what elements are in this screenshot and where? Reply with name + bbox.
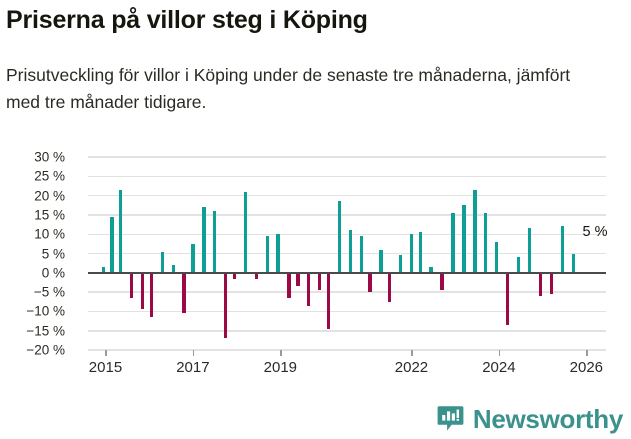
x-axis-tick-label: 2017 bbox=[176, 359, 210, 376]
x-axis-tick-mark bbox=[586, 350, 588, 356]
gridline bbox=[88, 156, 606, 158]
plot-area: 30 % 25 % 20 % 15 % 10 % 5 % 0 % −5 % −10 % −15 %… bbox=[26, 150, 606, 358]
chart-subtitle: Prisutveckling för villor i Köping under… bbox=[6, 65, 571, 112]
bar bbox=[418, 232, 422, 273]
x-axis: 2015 2017 2019 2022 2024 2026 bbox=[88, 350, 606, 390]
bar bbox=[213, 211, 217, 273]
bar bbox=[119, 189, 123, 273]
bar bbox=[140, 272, 145, 310]
x-axis-tick-label: 2024 bbox=[482, 359, 516, 376]
x-axis-tick-mark bbox=[280, 350, 282, 356]
bar bbox=[451, 212, 455, 273]
bar bbox=[337, 201, 342, 273]
bar bbox=[538, 272, 543, 296]
gridline bbox=[88, 349, 606, 351]
bar bbox=[223, 272, 228, 339]
bar bbox=[359, 236, 363, 273]
bar bbox=[495, 241, 499, 273]
bar bbox=[202, 207, 206, 273]
bar bbox=[398, 255, 403, 273]
bar bbox=[149, 272, 154, 318]
bar bbox=[473, 189, 477, 273]
x-axis-tick-mark bbox=[411, 350, 413, 356]
bar bbox=[243, 191, 248, 273]
bar bbox=[429, 267, 433, 273]
brand-name: Newsworthy bbox=[472, 403, 623, 434]
y-axis-tick-label: 5 % bbox=[41, 246, 65, 261]
bar bbox=[254, 272, 258, 279]
bar bbox=[440, 272, 444, 291]
y-axis-tick-label: 20 % bbox=[34, 188, 65, 204]
bar bbox=[368, 272, 372, 293]
x-axis-tick-mark bbox=[498, 350, 501, 356]
bar bbox=[326, 272, 331, 329]
zero-line bbox=[88, 271, 606, 275]
gridline bbox=[88, 214, 606, 216]
x-axis-tick-label: 2015 bbox=[88, 359, 123, 376]
bar bbox=[130, 272, 134, 298]
gridline bbox=[88, 194, 606, 197]
y-axis-tick-label: 25 % bbox=[34, 168, 65, 184]
y-axis-tick-label: 30 % bbox=[34, 149, 65, 165]
bar bbox=[307, 272, 311, 306]
bar bbox=[462, 205, 466, 273]
x-axis-tick-mark bbox=[105, 350, 107, 356]
bar bbox=[317, 272, 322, 291]
bar bbox=[171, 265, 175, 273]
bar bbox=[110, 216, 114, 273]
gridline bbox=[88, 330, 606, 332]
y-axis-tick-label: 0 % bbox=[41, 265, 65, 281]
x-axis-tick-label: 2026 bbox=[569, 359, 604, 376]
y-axis-tick-label: −20 % bbox=[26, 342, 65, 358]
gridline bbox=[88, 233, 606, 235]
bar bbox=[571, 253, 575, 273]
gridline bbox=[88, 291, 606, 293]
bar bbox=[191, 243, 195, 273]
bar bbox=[287, 272, 291, 298]
y-axis-tick-label: −15 % bbox=[26, 323, 65, 339]
y-axis-tick-label: −5 % bbox=[33, 284, 65, 300]
y-axis-tick-label: 10 % bbox=[34, 226, 65, 242]
bar-chart: 30 % 25 % 20 % 15 % 10 % 5 % 0 % −5 % −10 % −15 %… bbox=[0, 145, 631, 390]
y-axis-tick-label: 15 % bbox=[34, 207, 65, 223]
x-axis-tick-mark bbox=[192, 350, 195, 356]
page-title: Priserna på villor steg i Köping bbox=[6, 6, 368, 34]
x-axis-tick-label: 2022 bbox=[394, 359, 429, 376]
bar bbox=[527, 228, 532, 273]
bar bbox=[387, 272, 392, 302]
y-axis-tick-label: −10 % bbox=[26, 303, 65, 319]
bar bbox=[560, 226, 564, 273]
bar bbox=[516, 257, 521, 273]
bar bbox=[484, 212, 488, 273]
footer-branding: Newsworthy bbox=[437, 405, 623, 432]
bar bbox=[232, 272, 237, 279]
gridline bbox=[88, 252, 606, 255]
bar bbox=[296, 272, 300, 287]
gridline bbox=[88, 310, 606, 313]
bar bbox=[265, 236, 269, 273]
x-axis-tick-label: 2019 bbox=[263, 359, 298, 376]
bar bbox=[549, 272, 554, 295]
bar bbox=[379, 249, 383, 273]
bar bbox=[505, 272, 510, 325]
gridline bbox=[88, 175, 606, 178]
bar bbox=[160, 251, 164, 273]
bar bbox=[276, 234, 280, 273]
bar-chart-speech-bubble-icon bbox=[437, 405, 464, 432]
bar bbox=[348, 230, 352, 273]
bar bbox=[409, 234, 414, 273]
bar bbox=[101, 267, 105, 273]
last-value-annotation: 5 % bbox=[582, 223, 608, 240]
bar bbox=[182, 272, 186, 314]
